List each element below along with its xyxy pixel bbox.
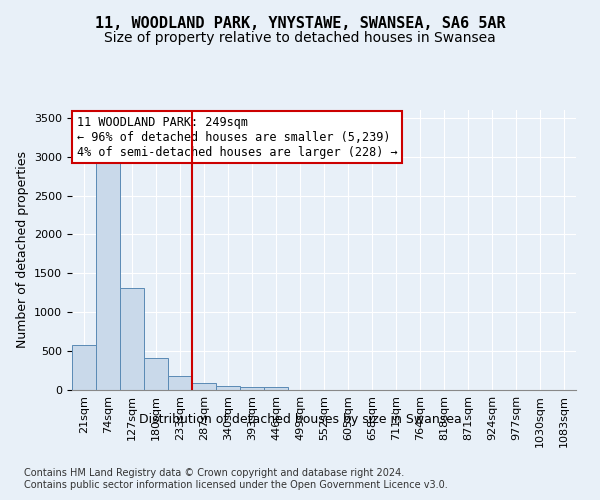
Y-axis label: Number of detached properties: Number of detached properties [16, 152, 29, 348]
Text: 11, WOODLAND PARK, YNYSTAWE, SWANSEA, SA6 5AR: 11, WOODLAND PARK, YNYSTAWE, SWANSEA, SA… [95, 16, 505, 31]
Bar [72, 346, 96, 390]
Text: Contains HM Land Registry data © Crown copyright and database right 2024.: Contains HM Land Registry data © Crown c… [24, 468, 404, 477]
Bar [240, 387, 264, 390]
Bar [216, 386, 240, 390]
Text: Contains public sector information licensed under the Open Government Licence v3: Contains public sector information licen… [24, 480, 448, 490]
Text: 11 WOODLAND PARK: 249sqm
← 96% of detached houses are smaller (5,239)
4% of semi: 11 WOODLAND PARK: 249sqm ← 96% of detach… [77, 116, 398, 158]
Bar [168, 376, 192, 390]
Bar [192, 384, 216, 390]
Bar [264, 388, 288, 390]
Bar [96, 163, 120, 390]
Text: Size of property relative to detached houses in Swansea: Size of property relative to detached ho… [104, 31, 496, 45]
Bar [144, 358, 168, 390]
Text: Distribution of detached houses by size in Swansea: Distribution of detached houses by size … [139, 412, 461, 426]
Bar [120, 288, 144, 390]
